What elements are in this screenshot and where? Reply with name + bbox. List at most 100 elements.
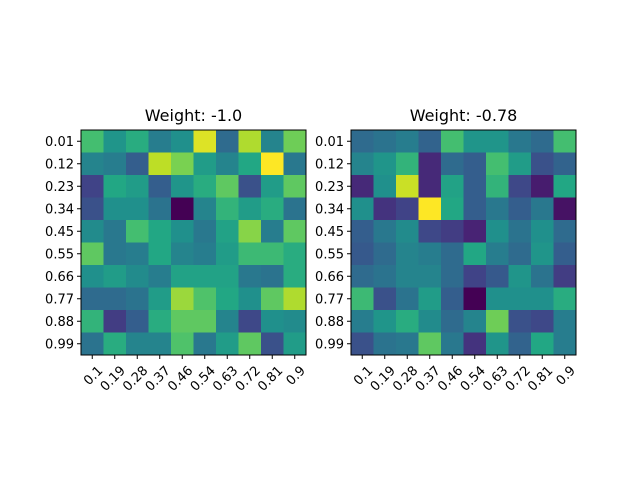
heatmap-cell-r9-c9 bbox=[283, 332, 307, 356]
heatmap-cell-r4-c7 bbox=[238, 220, 262, 243]
heatmap-cell-r5-c5 bbox=[193, 242, 217, 266]
heatmap-cell-r0-c6 bbox=[216, 130, 239, 153]
heatmap-cell-r4-c5 bbox=[193, 220, 217, 243]
heatmap-cell-r7-c5 bbox=[463, 287, 487, 311]
heatmap-cell-r6-c7 bbox=[508, 265, 532, 288]
heatmap-cell-r1-c3 bbox=[148, 152, 172, 176]
heatmap-cell-r1-c2 bbox=[126, 152, 149, 176]
heatmap-cell-r9-c7 bbox=[508, 332, 532, 356]
heatmap-cell-r0-c9 bbox=[283, 130, 307, 153]
y-tick-label: 0.34 bbox=[315, 202, 344, 217]
heatmap-cell-r9-c1 bbox=[373, 332, 397, 356]
heatmap-cell-r6-c2 bbox=[126, 265, 149, 288]
heatmap-cell-r1-c9 bbox=[283, 152, 307, 176]
heatmap-cell-r9-c2 bbox=[396, 332, 419, 356]
y-tick-label: 0.88 bbox=[45, 315, 74, 330]
y-tick-label: 0.34 bbox=[45, 202, 74, 217]
heatmap-cell-r7-c5 bbox=[193, 287, 217, 311]
heatmap-cell-r0-c6 bbox=[486, 130, 509, 153]
heatmap-cell-r7-c9 bbox=[553, 287, 577, 311]
heatmap-cell-r3-c1 bbox=[373, 197, 397, 221]
heatmap-cell-r5-c0 bbox=[81, 242, 104, 266]
heatmap-cell-r2-c8 bbox=[531, 175, 554, 198]
heatmap-cell-r9-c5 bbox=[193, 332, 217, 356]
heatmap-cell-r0-c0 bbox=[81, 130, 104, 153]
heatmap-cell-r9-c4 bbox=[171, 332, 194, 356]
y-tick-label: 0.55 bbox=[315, 247, 344, 262]
heatmap-cell-r2-c9 bbox=[553, 175, 577, 198]
heatmap-cell-r8-c6 bbox=[486, 310, 509, 333]
heatmap-cell-r7-c0 bbox=[351, 287, 374, 311]
heatmap-cell-r0-c8 bbox=[261, 130, 284, 153]
heatmap-cell-r5-c4 bbox=[171, 242, 194, 266]
heatmap-cell-r2-c9 bbox=[283, 175, 307, 198]
y-tick-label: 0.77 bbox=[45, 292, 74, 307]
heatmap-cell-r8-c0 bbox=[351, 310, 374, 333]
heatmap-cell-r2-c0 bbox=[351, 175, 374, 198]
heatmap-cell-r9-c8 bbox=[531, 332, 554, 356]
heatmap-cell-r9-c5 bbox=[463, 332, 487, 356]
y-tick-label: 0.23 bbox=[45, 180, 74, 195]
heatmap-cell-r2-c7 bbox=[508, 175, 532, 198]
heatmap-cell-r0-c1 bbox=[373, 130, 397, 153]
heatmap-cell-r4-c2 bbox=[126, 220, 149, 243]
heatmap-cell-r7-c3 bbox=[418, 287, 442, 311]
heatmap-cell-r6-c2 bbox=[396, 265, 419, 288]
heatmap-cell-r6-c6 bbox=[216, 265, 239, 288]
heatmap-cell-r7-c0 bbox=[81, 287, 104, 311]
heatmap-cell-r5-c9 bbox=[553, 242, 577, 266]
heatmap-cell-r2-c0 bbox=[81, 175, 104, 198]
heatmap-cell-r3-c0 bbox=[351, 197, 374, 221]
heatmap-cell-r0-c5 bbox=[193, 130, 217, 153]
heatmap-cell-r3-c8 bbox=[261, 197, 284, 221]
heatmap-cell-r2-c3 bbox=[418, 175, 442, 198]
heatmap-cell-r7-c8 bbox=[531, 287, 554, 311]
heatmap-cell-r7-c4 bbox=[441, 287, 464, 311]
heatmap-cell-r3-c4 bbox=[171, 197, 194, 221]
y-tick-label: 0.55 bbox=[45, 247, 74, 262]
heatmap-cell-r2-c8 bbox=[261, 175, 284, 198]
heatmap-cell-r1-c7 bbox=[508, 152, 532, 176]
heatmap-cell-r7-c7 bbox=[508, 287, 532, 311]
heatmap-cell-r3-c2 bbox=[396, 197, 419, 221]
heatmap-cell-r3-c3 bbox=[148, 197, 172, 221]
y-tick-label: 0.77 bbox=[315, 292, 344, 307]
heatmap-cell-r9-c7 bbox=[238, 332, 262, 356]
heatmap-cell-r1-c7 bbox=[238, 152, 262, 176]
heatmap-cell-r3-c6 bbox=[216, 197, 239, 221]
heatmap-cell-r9-c9 bbox=[553, 332, 577, 356]
plot-frame bbox=[80, 129, 307, 356]
heatmap-cell-r6-c8 bbox=[531, 265, 554, 288]
heatmap-cell-r9-c1 bbox=[103, 332, 127, 356]
heatmap-cell-r5-c5 bbox=[463, 242, 487, 266]
heatmap-cell-r0-c2 bbox=[396, 130, 419, 153]
heatmap-cell-r6-c0 bbox=[81, 265, 104, 288]
heatmap-cell-r4-c4 bbox=[441, 220, 464, 243]
heatmap-cell-r1-c0 bbox=[351, 152, 374, 176]
heatmap-cell-r9-c6 bbox=[486, 332, 509, 356]
heatmap-cell-r7-c6 bbox=[216, 287, 239, 311]
heatmap-cell-r0-c3 bbox=[418, 130, 442, 153]
heatmap-cell-r5-c6 bbox=[216, 242, 239, 266]
chart-title: Weight: -0.78 bbox=[410, 106, 518, 125]
heatmap-cell-r0-c4 bbox=[441, 130, 464, 153]
heatmap-cell-r3-c8 bbox=[531, 197, 554, 221]
y-tick-label: 0.99 bbox=[45, 337, 74, 352]
heatmap-cell-r4-c4 bbox=[171, 220, 194, 243]
heatmap-cell-r7-c8 bbox=[261, 287, 284, 311]
heatmap-cell-r0-c4 bbox=[171, 130, 194, 153]
heatmap-cell-r4-c1 bbox=[373, 220, 397, 243]
heatmap-cell-r0-c2 bbox=[126, 130, 149, 153]
heatmap-cell-r8-c4 bbox=[441, 310, 464, 333]
heatmap-cell-r1-c4 bbox=[171, 152, 194, 176]
heatmap-cell-r3-c3 bbox=[418, 197, 442, 221]
heatmap-cell-r4-c3 bbox=[418, 220, 442, 243]
heatmap-cell-r3-c7 bbox=[508, 197, 532, 221]
heatmap-cell-r8-c9 bbox=[283, 310, 307, 333]
heatmap-cell-r4-c6 bbox=[486, 220, 509, 243]
heatmap-cell-r6-c7 bbox=[238, 265, 262, 288]
heatmap-cell-r8-c1 bbox=[373, 310, 397, 333]
heatmap-cell-r9-c6 bbox=[216, 332, 239, 356]
heatmap-cell-r8-c2 bbox=[126, 310, 149, 333]
